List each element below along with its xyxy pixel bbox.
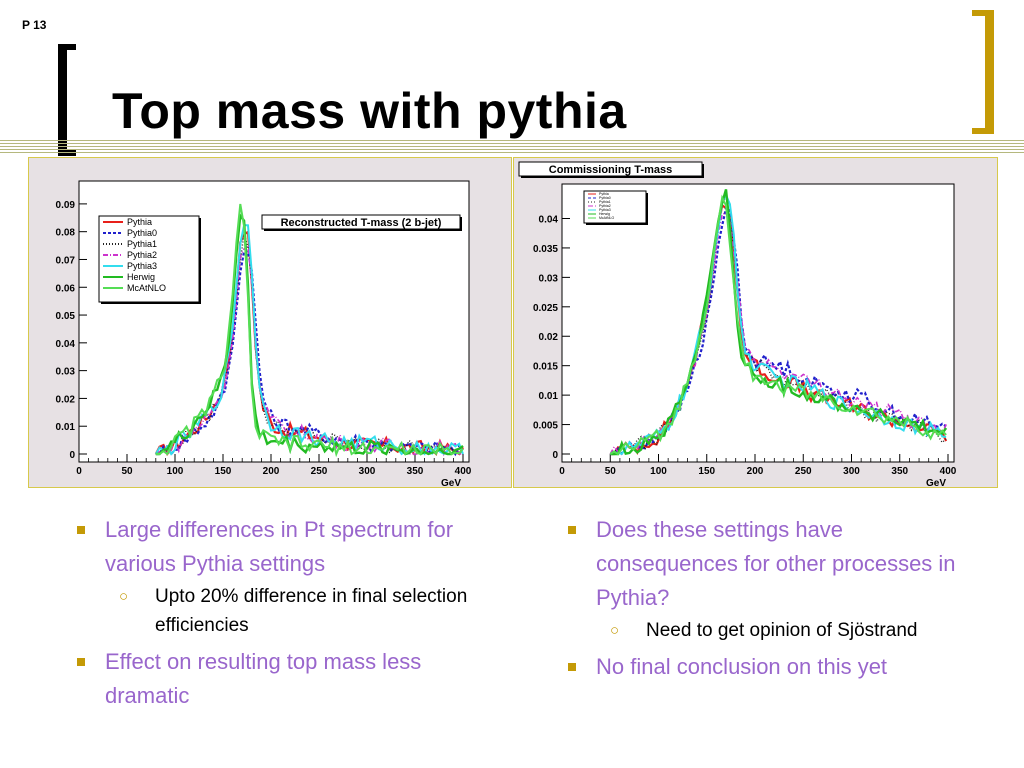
- bullet-item: No final conclusion on this yet: [546, 650, 966, 684]
- y-tick-label: 0.01: [539, 391, 559, 402]
- y-tick-label: 0.04: [539, 214, 559, 225]
- y-tick-label: 0.07: [56, 255, 76, 266]
- x-tick-label: 150: [215, 466, 232, 477]
- x-tick-label: 50: [121, 466, 133, 477]
- legend-label: Pythia3: [127, 261, 157, 271]
- series-line-mcatnlo: [609, 194, 947, 456]
- y-tick-label: 0.01: [56, 422, 76, 433]
- y-tick-label: 0.025: [533, 303, 558, 314]
- legend-label: Pythia: [127, 217, 152, 227]
- legend-label: Pythia0: [599, 196, 611, 200]
- sub-bullet-item: ○ Need to get opinion of Sjöstrand: [546, 616, 966, 645]
- series-line-pythia0: [155, 249, 464, 457]
- x-axis-label: GeV: [441, 478, 461, 487]
- legend-label: Herwig: [127, 272, 155, 282]
- legend-label: McAtNLO: [599, 216, 614, 220]
- title-box: [261, 214, 461, 230]
- y-tick-label: 0.03: [56, 367, 76, 378]
- x-tick-label: 400: [940, 466, 957, 477]
- legend-label: Pythia3: [599, 208, 611, 212]
- x-tick-label: 150: [698, 466, 715, 477]
- chart-title: Reconstructed T-mass (2 b-jet): [281, 217, 442, 229]
- x-tick-label: 350: [891, 466, 908, 477]
- x-tick-label: 300: [843, 466, 860, 477]
- slide-number: P 13: [22, 18, 47, 32]
- x-tick-label: 250: [795, 466, 812, 477]
- y-tick-label: 0.03: [539, 273, 559, 284]
- y-tick-label: 0.035: [533, 244, 558, 255]
- x-tick-label: 200: [263, 466, 280, 477]
- bullet-text: No final conclusion on this yet: [596, 654, 888, 679]
- bullet-item: Large differences in Pt spectrum for var…: [55, 513, 475, 581]
- y-tick-label: 0: [69, 450, 75, 461]
- right-bracket-decoration: [972, 10, 994, 134]
- legend-label: Pythia: [599, 192, 609, 196]
- chart-commissioning-tmass: 0 0.005 0.01 0.015 0.02 0.025 0.03 0.035 0.04 0 50…: [518, 161, 957, 487]
- chart-title: Commissioning T-mass: [549, 164, 672, 176]
- series-line-mcatnlo: [155, 203, 464, 458]
- series-line-pythia1: [155, 232, 464, 456]
- x-tick-label: 350: [407, 466, 424, 477]
- chart-reconstructed-tmass: 0 0.01 0.02 0.03 0.04 0.05 0.06 0.07 0.08 0.09 0 50…: [56, 180, 472, 487]
- x-tick-label: 0: [76, 466, 82, 477]
- circle-bullet-icon: ○: [119, 588, 129, 605]
- y-tick-label: 0.08: [56, 228, 76, 239]
- x-tick-label: 100: [167, 466, 184, 477]
- legend-label: Pythia2: [127, 250, 157, 260]
- bullet-marker: [77, 658, 85, 666]
- bullet-item: Effect on resulting top mass less dramat…: [55, 645, 475, 713]
- bullet-text: Does these settings have consequences fo…: [596, 517, 956, 610]
- x-tick-label: 50: [605, 466, 617, 477]
- series-group: [154, 203, 464, 458]
- bullet-item: Does these settings have consequences fo…: [546, 513, 966, 615]
- legend-label: Pythia2: [599, 204, 611, 208]
- legend-label: Pythia1: [127, 239, 157, 249]
- x-tick-label: 100: [650, 466, 667, 477]
- sub-bullet-item: ○ Upto 20% difference in final selection …: [55, 582, 475, 640]
- y-tick-label: 0.02: [56, 394, 76, 405]
- legend-label: Pythia1: [599, 200, 611, 204]
- slide-title: Top mass with pythia: [112, 83, 627, 139]
- chart-panel-left: 0 0.01 0.02 0.03 0.04 0.05 0.06 0.07 0.08 0.09 0 50…: [28, 157, 512, 488]
- legend-label: McAtNLO: [127, 283, 166, 293]
- legend-label: Pythia0: [127, 228, 157, 238]
- y-tick-label: 0: [552, 450, 558, 461]
- bullet-marker: [568, 526, 576, 534]
- sub-bullet-text: Upto 20% difference in final selection e…: [155, 586, 468, 636]
- y-tick-label: 0.05: [56, 311, 76, 322]
- title-box: [518, 161, 703, 177]
- x-tick-label: 0: [559, 466, 565, 477]
- bullet-list-right: Does these settings have consequences fo…: [546, 513, 966, 687]
- x-tick-label: 250: [311, 466, 328, 477]
- series-group: [609, 189, 948, 456]
- circle-bullet-icon: ○: [610, 622, 620, 639]
- y-tick-label: 0.09: [56, 200, 76, 211]
- x-axis-label: GeV: [926, 478, 946, 487]
- y-tick-label: 0.04: [56, 339, 76, 350]
- bullet-marker: [77, 526, 85, 534]
- x-tick-label: 200: [747, 466, 764, 477]
- sub-bullet-text: Need to get opinion of Sjöstrand: [646, 620, 918, 641]
- y-tick-label: 0.005: [533, 421, 558, 432]
- bullet-text: Effect on resulting top mass less dramat…: [105, 649, 422, 708]
- bullet-marker: [568, 663, 576, 671]
- bullet-text: Large differences in Pt spectrum for var…: [105, 517, 454, 576]
- y-tick-label: 0.015: [533, 362, 558, 373]
- legend-label: Herwig: [599, 212, 610, 216]
- y-tick-label: 0.02: [539, 332, 559, 343]
- x-tick-label: 300: [359, 466, 376, 477]
- bullet-list-left: Large differences in Pt spectrum for var…: [55, 513, 475, 716]
- chart-panel-right: 0 0.005 0.01 0.015 0.02 0.025 0.03 0.035 0.04 0 50…: [513, 157, 998, 488]
- y-tick-label: 0.06: [56, 283, 76, 294]
- title-underline-stripes: [0, 140, 1024, 154]
- x-tick-label: 400: [455, 466, 472, 477]
